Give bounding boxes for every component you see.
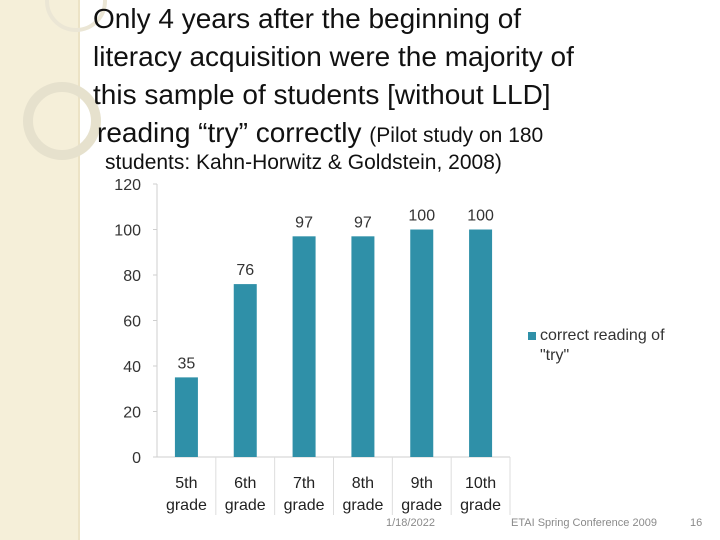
title-line-1: Only 4 years after the beginning of: [93, 3, 522, 34]
side-band-divider: [78, 0, 80, 540]
data-label: 76: [236, 262, 254, 279]
bar: [351, 236, 375, 457]
x-tick-label: grade: [401, 497, 442, 514]
x-tick-label: 10th: [465, 475, 496, 492]
title-line-3: this sample of students [without LLD]: [93, 79, 551, 110]
bar: [174, 377, 198, 457]
y-tick-label: 20: [123, 405, 141, 422]
bar: [233, 284, 257, 457]
x-tick-label: grade: [342, 497, 383, 514]
x-tick-label: 6th: [234, 475, 256, 492]
bar: [469, 229, 493, 457]
x-tick-label: grade: [460, 497, 501, 514]
data-label: 100: [408, 208, 435, 225]
y-tick-label: 60: [123, 314, 141, 331]
y-tick-label: 40: [123, 359, 141, 376]
y-tick-label: 120: [114, 177, 141, 194]
title-line-4-main: reading “try” correctly: [97, 117, 362, 148]
title-line-2: literacy acquisition were the majority o…: [93, 41, 574, 72]
x-tick-label: grade: [225, 497, 266, 514]
data-label: 97: [295, 214, 313, 231]
x-tick-label: 8th: [352, 475, 374, 492]
footer-page-number: 16: [690, 517, 703, 529]
bar: [292, 236, 316, 457]
y-tick-label: 100: [114, 223, 141, 240]
legend-swatch: [528, 332, 536, 340]
y-tick-label: 80: [123, 268, 141, 285]
slide-citation: students: Kahn-Horwitz & Goldstein, 2008…: [105, 151, 502, 174]
x-tick-label: 5th: [175, 475, 197, 492]
bar: [410, 229, 434, 457]
x-tick-label: 9th: [411, 475, 433, 492]
title-line-4: reading “try” correctly (Pilot study on …: [93, 114, 703, 155]
footer-conference: ETAI Spring Conference 2009: [511, 517, 657, 529]
data-label: 35: [178, 355, 196, 372]
title-line-4-citation: (Pilot study on 180: [369, 124, 544, 147]
chart-legend: correct reading of "try": [528, 326, 698, 366]
slide-title: Only 4 years after the beginning of lite…: [93, 0, 703, 155]
legend-label: correct reading of "try": [540, 327, 665, 364]
footer-date: 1/18/2022: [386, 517, 435, 529]
x-tick-label: 7th: [293, 475, 315, 492]
decorative-ring: [23, 82, 101, 160]
x-tick-label: grade: [166, 497, 207, 514]
x-tick-label: grade: [284, 497, 325, 514]
data-label: 100: [467, 208, 494, 225]
data-label: 97: [354, 214, 372, 231]
y-tick-label: 0: [132, 450, 141, 467]
